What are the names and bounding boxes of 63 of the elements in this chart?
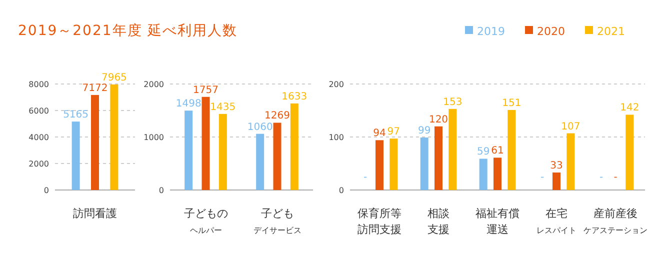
data-label: 97 — [387, 126, 400, 138]
text: - — [614, 172, 618, 183]
y-tick-label: 8000 — [28, 80, 49, 89]
legend-label: 2019 — [477, 25, 505, 38]
data-label: 7172 — [82, 82, 108, 94]
data-label: 59 — [476, 146, 490, 158]
data-label: 5165 — [63, 110, 89, 121]
text: - — [364, 172, 368, 183]
bar — [479, 158, 488, 190]
data-label: 33 — [550, 160, 563, 172]
data-label: 1435 — [210, 102, 236, 113]
bar — [626, 114, 634, 190]
legend-label: 2020 — [537, 25, 565, 38]
bar — [420, 138, 428, 190]
bar — [184, 110, 193, 190]
bar — [448, 108, 457, 190]
bar — [376, 140, 384, 190]
legend-label: 2021 — [597, 25, 625, 38]
bar — [434, 126, 442, 190]
y-tick-label: 100 — [328, 133, 344, 142]
data-label: 1633 — [282, 91, 308, 102]
x-tick-label: 保育所等訪問支援 — [358, 207, 402, 236]
x-tick-label: 福祉有償運送 — [476, 207, 520, 236]
data-label: 7965 — [101, 72, 127, 84]
data-label: 61 — [491, 146, 504, 157]
y-tick-label: 0 — [44, 186, 49, 195]
bar — [508, 110, 516, 190]
y-tick-label: 200 — [328, 80, 344, 89]
data-label: 120 — [428, 114, 448, 126]
text: - — [600, 172, 604, 183]
y-tick-label: 6000 — [28, 106, 49, 116]
bar — [91, 94, 99, 190]
data-label: 1060 — [247, 122, 273, 133]
y-tick-label: 0 — [158, 186, 164, 195]
chart-title: 2019～2021年度 延べ利用人数 — [18, 23, 238, 39]
x-tick-label: 相談支援 — [428, 207, 450, 236]
y-tick-label: 1000 — [144, 133, 164, 142]
bar — [273, 122, 282, 190]
x-tick-label: 訪問看護 — [73, 207, 117, 220]
y-tick-label: 4000 — [28, 133, 49, 142]
bar — [552, 172, 560, 190]
data-label: 142 — [620, 102, 640, 114]
bar — [202, 96, 210, 190]
data-label: 1269 — [264, 110, 290, 122]
bar — [72, 122, 80, 190]
data-label: 1498 — [176, 98, 202, 110]
bar — [218, 114, 227, 190]
bar — [494, 158, 502, 190]
bar — [290, 103, 298, 190]
bar — [566, 133, 575, 190]
text: - — [540, 172, 544, 183]
data-label: 99 — [418, 126, 431, 137]
bar — [390, 138, 398, 190]
bar — [256, 134, 264, 190]
data-label: 153 — [443, 96, 462, 108]
bar — [110, 84, 118, 190]
data-label: 107 — [561, 121, 580, 132]
data-label: 94 — [373, 128, 386, 140]
data-label: 151 — [502, 98, 522, 109]
data-label: 1757 — [193, 84, 218, 96]
y-tick-label: 2000 — [144, 80, 164, 89]
y-tick-label: 0 — [338, 186, 344, 195]
y-tick-label: 2000 — [28, 160, 49, 168]
